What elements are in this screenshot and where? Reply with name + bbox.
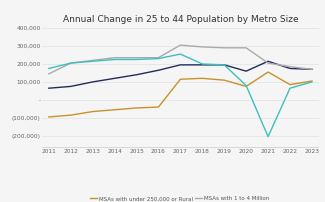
MSAs with over 4 Million [113,58,117,61]
MSAs with under 250,000 or Rural [288,83,292,86]
MSAs with 1 to 4 Million [266,62,270,64]
Line: MSAs with 1 to 4 Million: MSAs with 1 to 4 Million [49,45,312,74]
MSAs with 250,000 to 1 Million [135,74,138,76]
Legend: MSAs with under 250,000 or Rural, MSAs with 250,000 to 1 Million, MSAs with 1 to: MSAs with under 250,000 or Rural, MSAs w… [90,196,270,202]
MSAs with over 4 Million [310,81,314,83]
MSAs with under 250,000 or Rural [113,108,117,111]
MSAs with under 250,000 or Rural [222,79,226,81]
MSAs with over 4 Million [200,63,204,65]
MSAs with over 4 Million [47,67,51,70]
MSAs with under 250,000 or Rural [200,77,204,80]
MSAs with under 250,000 or Rural [135,107,138,109]
MSAs with 1 to 4 Million [244,47,248,49]
MSAs with 250,000 to 1 Million [310,68,314,70]
Title: Annual Change in 25 to 44 Population by Metro Size: Annual Change in 25 to 44 Population by … [62,15,298,24]
MSAs with over 4 Million [69,62,73,64]
MSAs with 250,000 to 1 Million [91,81,95,83]
MSAs with over 4 Million [266,136,270,138]
Line: MSAs with over 4 Million: MSAs with over 4 Million [49,54,312,137]
MSAs with 250,000 to 1 Million [157,69,161,72]
MSAs with under 250,000 or Rural [266,71,270,73]
MSAs with 1 to 4 Million [200,46,204,48]
MSAs with 1 to 4 Million [113,57,117,59]
MSAs with over 4 Million [157,57,161,60]
MSAs with under 250,000 or Rural [69,114,73,116]
MSAs with under 250,000 or Rural [244,85,248,88]
MSAs with 250,000 to 1 Million [69,85,73,88]
MSAs with 1 to 4 Million [69,62,73,64]
MSAs with over 4 Million [222,64,226,66]
MSAs with under 250,000 or Rural [91,110,95,113]
MSAs with 1 to 4 Million [178,44,182,46]
MSAs with 250,000 to 1 Million [200,64,204,66]
MSAs with 1 to 4 Million [157,57,161,59]
Line: MSAs with 250,000 to 1 Million: MSAs with 250,000 to 1 Million [49,61,312,88]
MSAs with 250,000 to 1 Million [222,64,226,66]
MSAs with 1 to 4 Million [288,65,292,68]
MSAs with over 4 Million [244,84,248,87]
MSAs with under 250,000 or Rural [157,106,161,108]
MSAs with 250,000 to 1 Million [113,77,117,80]
MSAs with under 250,000 or Rural [47,116,51,118]
MSAs with over 4 Million [288,87,292,89]
MSAs with over 4 Million [135,58,138,61]
MSAs with under 250,000 or Rural [178,78,182,80]
MSAs with 250,000 to 1 Million [244,70,248,72]
MSAs with over 4 Million [91,60,95,62]
MSAs with 250,000 to 1 Million [288,67,292,70]
MSAs with 250,000 to 1 Million [47,87,51,89]
MSAs with 1 to 4 Million [47,73,51,75]
MSAs with over 4 Million [178,53,182,55]
MSAs with 1 to 4 Million [222,47,226,49]
MSAs with under 250,000 or Rural [310,80,314,82]
MSAs with 1 to 4 Million [91,59,95,62]
MSAs with 1 to 4 Million [135,57,138,59]
Line: MSAs with under 250,000 or Rural: MSAs with under 250,000 or Rural [49,72,312,117]
MSAs with 250,000 to 1 Million [178,64,182,66]
MSAs with 250,000 to 1 Million [266,60,270,62]
MSAs with 1 to 4 Million [310,68,314,70]
